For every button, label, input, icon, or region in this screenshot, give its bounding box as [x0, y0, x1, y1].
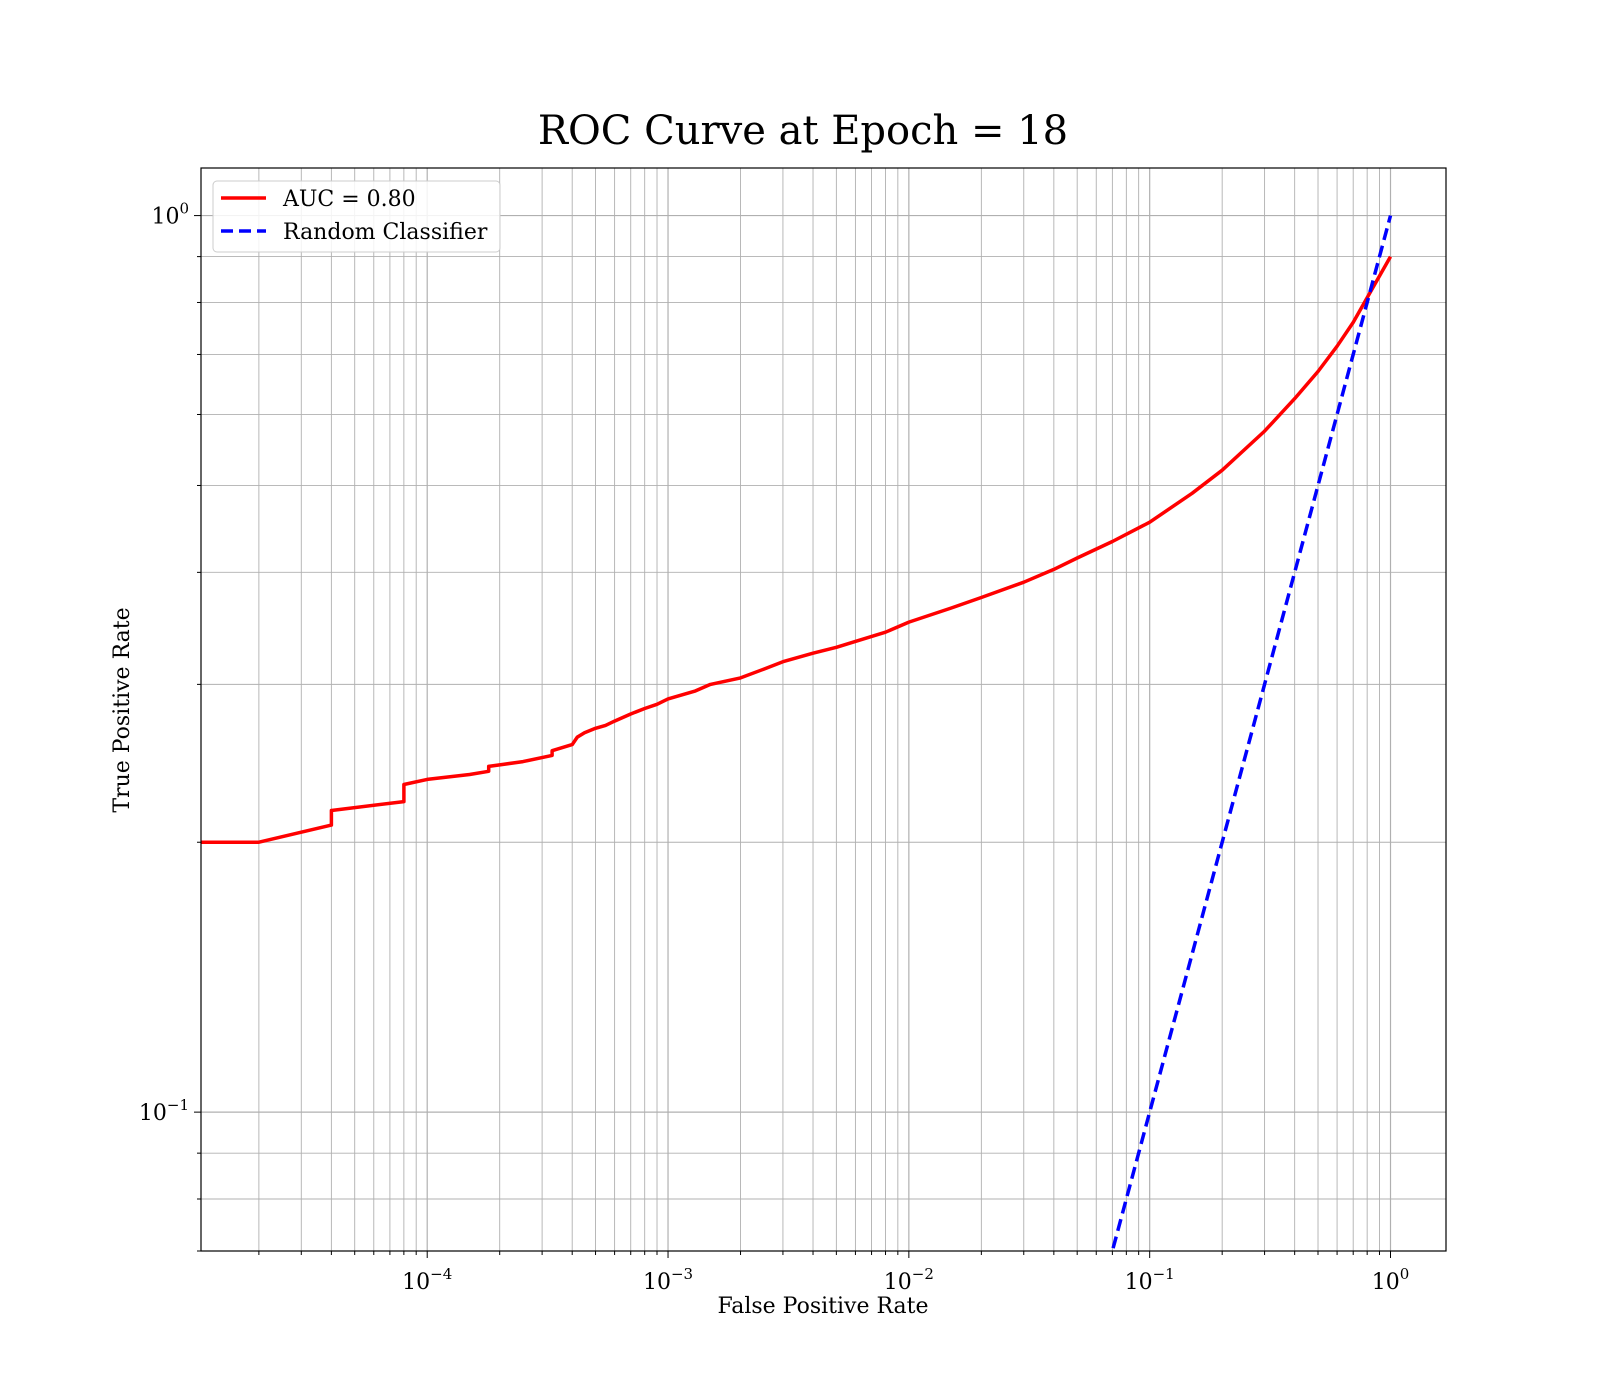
chart-title: ROC Curve at Epoch = 18 — [538, 108, 1068, 154]
ticks: 10−4 10−3 10−2 10−1 100 10−1 100 — [139, 200, 1409, 1295]
legend: AUC = 0.80 Random Classifier — [212, 180, 501, 253]
x-tick-label: 10−4 — [402, 1265, 452, 1295]
plot-frame — [200, 167, 1447, 1252]
roc-curve-line — [201, 255, 1393, 844]
x-axis-label: False Positive Rate — [717, 1294, 928, 1319]
y-axis-label: True Positive Rate — [110, 607, 135, 812]
x-tick-label: 100 — [1372, 1265, 1410, 1295]
x-tick-label: 10−2 — [884, 1265, 934, 1295]
y-tick-label: 100 — [151, 200, 189, 230]
plot-lines — [201, 215, 1393, 1249]
legend-label-random: Random Classifier — [283, 220, 488, 245]
x-tick-label: 10−1 — [1125, 1265, 1175, 1295]
y-tick-label: 10−1 — [139, 1096, 189, 1126]
legend-label-auc: AUC = 0.80 — [282, 187, 416, 212]
x-tick-label: 10−3 — [643, 1265, 693, 1295]
random-classifier-line — [1111, 215, 1393, 1249]
legend-box — [212, 180, 501, 253]
